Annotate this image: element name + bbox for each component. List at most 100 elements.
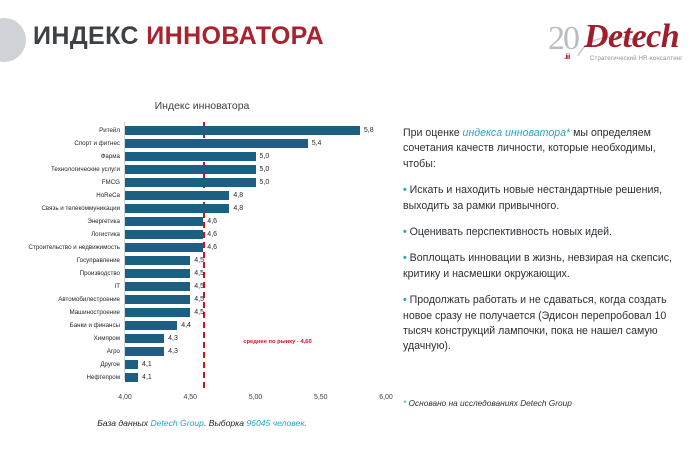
chart-bar: [125, 191, 230, 200]
panel-intro-accent: индекса инноватора*: [462, 127, 571, 139]
chart-category-label: Госуправление: [76, 257, 120, 264]
chart-bar-row: HoReCa 4,8: [18, 189, 386, 202]
chart-value-label: 4,5: [194, 270, 204, 277]
chart-value-label: 5,0: [259, 153, 270, 160]
caption-accent-sample: 96045 человек: [246, 418, 305, 428]
chart-bar-row: Технологические услуги 5,0: [18, 163, 386, 176]
bullet-dot-icon: •: [403, 184, 407, 197]
chart-bar-row: Ритейл 5,8: [18, 124, 386, 137]
chart-x-axis: 4,00 4,50 5,00 5,50 6,00: [18, 394, 393, 408]
chart-bar-row: Машиностроение 4,5: [18, 306, 386, 319]
chart-bar: [125, 269, 191, 278]
panel-bullet-4: • Продолжать работать и не сдаваться, ко…: [403, 293, 691, 355]
chart-x-tick-label: 5,50: [313, 394, 328, 401]
chart-category-label: Нефтепром: [86, 374, 120, 381]
chart-bar-row: Банки и финансы 4,4: [18, 319, 386, 332]
logo-swoosh-icon: [577, 36, 639, 57]
page-title-part1: ИНДЕКС: [33, 22, 147, 50]
caption-accent-company: Detech Group: [150, 418, 204, 428]
chart-bar: [125, 295, 191, 304]
chart-bar: [125, 165, 256, 174]
chart-bar: [125, 347, 165, 356]
chart-bar: [125, 321, 178, 330]
chart-bar: [125, 360, 139, 369]
chart-bar: [125, 282, 191, 291]
page-header: ИНДЕКС ИННОВАТОРА 20 Detech .iii Стратег…: [0, 0, 700, 86]
chart-value-label: 5,4: [311, 140, 322, 147]
chart-bar-row: Автомобилестроение 4,5: [18, 293, 386, 306]
bullet-dot-icon: •: [403, 226, 407, 239]
panel-intro-before: При оценке: [403, 127, 463, 139]
logo-anniversary-number: 20: [548, 20, 580, 57]
panel-bullet-4-text: Продолжать работать и не сдаваться, когд…: [403, 294, 667, 353]
chart-x-tick-label: 4,50: [183, 394, 198, 401]
chart-category-label: Химпром: [93, 335, 120, 342]
chart-value-label: 4,6: [207, 231, 218, 238]
chart-category-label: Другое: [100, 361, 120, 368]
chart-value-label: 5,8: [363, 127, 374, 134]
chart-y-axis: [124, 122, 125, 380]
chart-bar-row: Фарма 5,0: [18, 150, 386, 163]
chart-bar: [125, 334, 165, 343]
description-panel: При оценке индекса инноватора* мы опреде…: [403, 126, 691, 366]
chart-category-label: Фарма: [100, 153, 120, 160]
caption-text-2: . Выборка: [203, 418, 247, 428]
chart-bar-row: Другое 4,1: [18, 358, 386, 371]
chart-bar-row: IT 4,5: [18, 280, 386, 293]
chart-category-label: Производство: [79, 270, 120, 277]
chart-x-tick-label: 6,00: [379, 394, 393, 401]
logo-dots-icon: .iii: [564, 54, 570, 61]
chart-bar: [125, 204, 230, 213]
panel-bullet-1: • Искать и находить новые нестандартные …: [403, 183, 691, 214]
chart-value-label: 4,8: [233, 205, 244, 212]
chart-value-label: 5,0: [259, 166, 270, 173]
chart-category-label: HoReCa: [96, 192, 120, 199]
chart-value-label: 4,6: [207, 244, 218, 251]
chart-bar: [125, 243, 204, 252]
chart-bar: [125, 178, 256, 187]
chart-bar-row: FMCG 5,0: [18, 176, 386, 189]
decorative-circle: [0, 18, 26, 62]
chart-bar-row: Связь и телекоммуникации 4,8: [18, 202, 386, 215]
chart-bar-row: Строительство и недвижимость 4,6: [18, 241, 386, 254]
chart-category-label: Строительство и недвижимость: [28, 244, 120, 251]
chart-value-label: 4,5: [194, 283, 204, 290]
chart-category-label: Машиностроение: [69, 309, 120, 316]
chart-value-label: 4,4: [181, 322, 191, 329]
chart-bar-row: Производство 4,5: [18, 267, 386, 280]
page-title-part2: ИННОВАТОРА: [146, 22, 325, 50]
chart-value-label: 4,3: [168, 335, 178, 342]
panel-bullet-3: • Воплощать инновации в жизнь, невзирая …: [403, 251, 691, 282]
chart-bar: [125, 126, 360, 135]
chart-value-label: 4,8: [233, 192, 244, 199]
chart-bar-row: Логистика 4,6: [18, 228, 386, 241]
chart-bar: [125, 139, 308, 148]
market-average-line: [203, 122, 206, 388]
caption-text-3: .: [304, 418, 307, 428]
panel-bullet-1-text: Искать и находить новые нестандартные ре…: [403, 184, 663, 212]
panel-intro-after: мы определяем сочетания качеств личности…: [403, 127, 656, 170]
footnote-star: *: [403, 398, 407, 408]
logo-wordmark: Detech: [584, 18, 680, 55]
chart-category-label: Энергетика: [87, 218, 120, 225]
chart-value-label: 4,5: [194, 296, 204, 303]
chart-bar-row: Спорт и фитнес 5,4: [18, 137, 386, 150]
chart-bar: [125, 152, 256, 161]
chart-x-tick-label: 4,00: [118, 394, 132, 401]
panel-footnote: * Основано на исследованиях Detech Group: [403, 398, 691, 408]
chart-bar-row: Энергетика 4,6: [18, 215, 386, 228]
chart-category-label: FMCG: [101, 179, 120, 186]
panel-bullet-2: • Оценивать перспективность новых идей.: [403, 225, 691, 240]
chart-bar-row: Химпром 4,3: [18, 332, 386, 345]
panel-bullet-2-text: Оценивать перспективность новых идей.: [409, 226, 613, 239]
page-title: ИНДЕКС ИННОВАТОРА: [33, 22, 324, 51]
panel-intro-paragraph: При оценке индекса инноватора* мы опреде…: [403, 126, 691, 172]
chart-x-tick-label: 5,00: [248, 394, 263, 401]
chart-bar-row: Агро 4,3: [18, 345, 386, 358]
chart-bar-row: Госуправление 4,5: [18, 254, 386, 267]
chart-value-label: 4,5: [194, 309, 204, 316]
chart-category-label: Автомобилестроение: [58, 296, 120, 303]
footnote-text: Основано на исследованиях Detech Group: [406, 398, 572, 408]
chart-title: Индекс инноватора: [154, 100, 250, 112]
chart-value-label: 4,1: [142, 374, 152, 381]
